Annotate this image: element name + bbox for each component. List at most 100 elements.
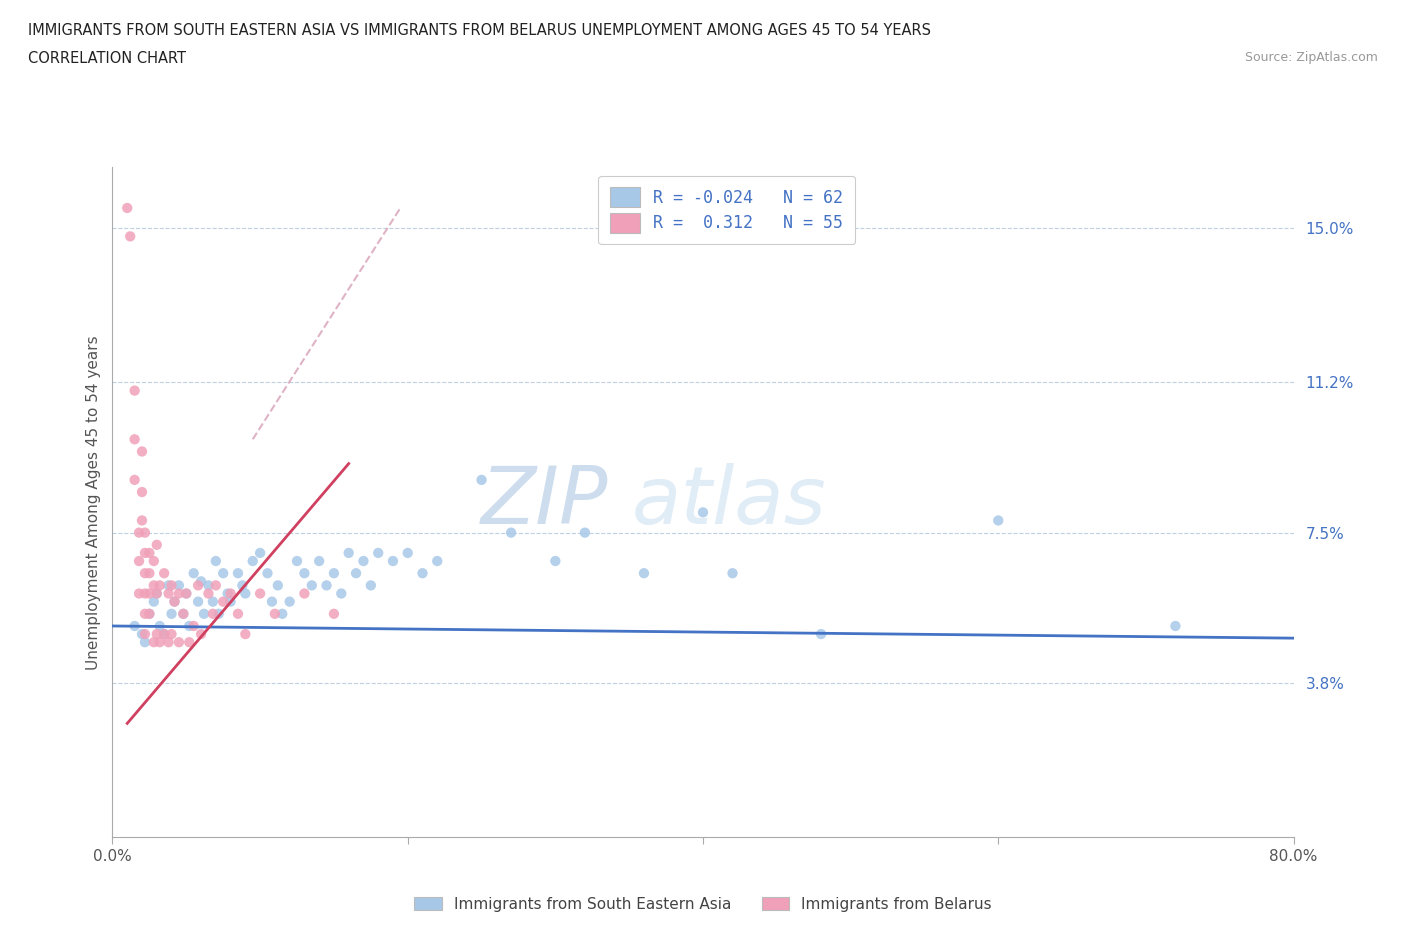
Point	[142, 578, 165, 592]
Point	[190, 574, 212, 589]
Point	[138, 606, 160, 621]
Point	[131, 513, 153, 528]
Point	[146, 627, 169, 642]
Point	[212, 565, 235, 580]
Point	[330, 586, 353, 601]
Point	[163, 594, 186, 609]
Point	[285, 553, 308, 568]
Point	[197, 578, 219, 592]
Point	[149, 618, 172, 633]
Point	[134, 627, 156, 642]
Point	[134, 606, 156, 621]
Legend: R = -0.024   N = 62, R =  0.312   N = 55: R = -0.024 N = 62, R = 0.312 N = 55	[599, 176, 855, 245]
Point	[256, 565, 278, 580]
Point	[167, 578, 190, 592]
Point	[160, 627, 183, 642]
Point	[138, 546, 160, 561]
Point	[249, 546, 271, 561]
Point	[352, 553, 374, 568]
Point	[470, 472, 494, 487]
Point	[146, 586, 169, 601]
Point	[315, 578, 337, 592]
Legend: Immigrants from South Eastern Asia, Immigrants from Belarus: Immigrants from South Eastern Asia, Immi…	[408, 890, 998, 918]
Point	[219, 586, 242, 601]
Point	[292, 565, 315, 580]
Point	[187, 594, 209, 609]
Point	[134, 546, 156, 561]
Point	[174, 586, 197, 601]
Point	[138, 606, 160, 621]
Point	[131, 485, 153, 499]
Point	[153, 627, 176, 642]
Point	[167, 635, 190, 650]
Point	[721, 565, 744, 580]
Point	[134, 586, 156, 601]
Point	[987, 513, 1010, 528]
Text: ZIP: ZIP	[481, 463, 609, 541]
Text: atlas: atlas	[633, 463, 827, 541]
Point	[1164, 618, 1187, 633]
Point	[242, 553, 264, 568]
Point	[124, 618, 146, 633]
Point	[160, 606, 183, 621]
Point	[323, 606, 346, 621]
Point	[174, 586, 197, 601]
Point	[278, 594, 301, 609]
Point	[163, 594, 186, 609]
Point	[574, 525, 596, 540]
Point	[134, 565, 156, 580]
Point	[183, 618, 205, 633]
Point	[131, 444, 153, 458]
Point	[208, 606, 231, 621]
Point	[193, 606, 215, 621]
Point	[138, 586, 160, 601]
Point	[544, 553, 567, 568]
Point	[179, 635, 201, 650]
Point	[692, 505, 714, 520]
Point	[172, 606, 194, 621]
Point	[146, 538, 169, 552]
Point	[233, 627, 256, 642]
Point	[157, 635, 180, 650]
Point	[197, 586, 219, 601]
Point	[124, 383, 146, 398]
Point	[128, 586, 150, 601]
Point	[157, 578, 180, 592]
Point	[167, 586, 190, 601]
Y-axis label: Unemployment Among Ages 45 to 54 years: Unemployment Among Ages 45 to 54 years	[86, 335, 101, 670]
Point	[396, 546, 419, 561]
Point	[201, 606, 224, 621]
Text: CORRELATION CHART: CORRELATION CHART	[28, 51, 186, 66]
Point	[292, 586, 315, 601]
Point	[360, 578, 382, 592]
Point	[149, 578, 172, 592]
Point	[138, 565, 160, 580]
Point	[205, 553, 228, 568]
Point	[128, 553, 150, 568]
Point	[810, 627, 832, 642]
Point	[344, 565, 367, 580]
Point	[172, 606, 194, 621]
Point	[260, 594, 283, 609]
Point	[142, 594, 165, 609]
Point	[249, 586, 271, 601]
Point	[187, 578, 209, 592]
Point	[146, 586, 169, 601]
Point	[426, 553, 449, 568]
Point	[201, 594, 224, 609]
Point	[501, 525, 523, 540]
Point	[153, 565, 176, 580]
Point	[179, 618, 201, 633]
Point	[117, 201, 138, 216]
Point	[124, 432, 146, 446]
Point	[308, 553, 330, 568]
Point	[323, 565, 346, 580]
Point	[217, 586, 239, 601]
Point	[411, 565, 433, 580]
Point	[633, 565, 655, 580]
Point	[212, 594, 235, 609]
Point	[226, 565, 249, 580]
Point	[382, 553, 405, 568]
Point	[267, 578, 290, 592]
Text: Source: ZipAtlas.com: Source: ZipAtlas.com	[1244, 51, 1378, 64]
